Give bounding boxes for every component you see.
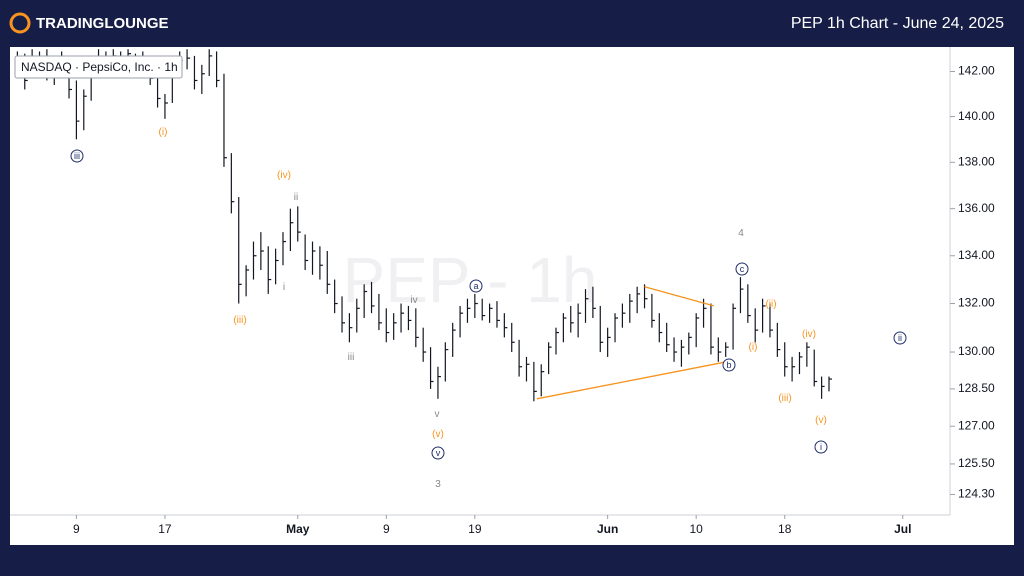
wave-label: (v) (815, 415, 827, 426)
wave-label: ii (898, 333, 902, 343)
wave-label: (v) (432, 429, 444, 440)
wave-label: v (435, 409, 440, 420)
y-tick-label: 124.30 (958, 487, 995, 501)
y-tick-label: 128.50 (958, 381, 995, 395)
logo: TRADINGLOUNGE (9, 12, 169, 34)
wave-label: (i) (749, 342, 758, 353)
wave-label: i (820, 442, 822, 452)
wave-label: (ii) (765, 299, 776, 310)
wave-label: v (436, 448, 441, 458)
x-tick-label: May (286, 522, 310, 536)
wave-circle (431, 446, 445, 460)
wave-label: i (283, 282, 285, 293)
x-tick-label: 10 (690, 522, 704, 536)
x-tick-label: 19 (468, 522, 482, 536)
chart-area (10, 47, 1014, 545)
wave-label: (iii) (778, 393, 791, 404)
trendline (644, 286, 715, 307)
x-tick-label: 17 (158, 522, 172, 536)
x-tick-label: Jul (894, 522, 911, 536)
wave-label: b (726, 360, 731, 370)
wave-label: c (740, 264, 745, 274)
y-tick-label: 136.00 (958, 201, 995, 215)
wave-circle (70, 149, 84, 163)
x-tick-label: 9 (73, 522, 80, 536)
logo-text: TRADINGLOUNGE (36, 15, 169, 32)
y-tick-label: 142.00 (958, 64, 995, 78)
plot (16, 49, 832, 402)
x-tick-label: 18 (778, 522, 792, 536)
wave-label: 4 (738, 228, 744, 239)
wave-label: ii (294, 192, 298, 203)
wave-circle (814, 440, 828, 454)
y-tick-label: 127.00 (958, 418, 995, 432)
watermark: PEP - 1h (343, 244, 598, 316)
y-tick-label: 125.50 (958, 456, 995, 470)
y-tick-label: 140.00 (958, 109, 995, 123)
legend-text: NASDAQ · PepsiCo, Inc. · 1h (21, 60, 178, 74)
wave-label: (iv) (277, 170, 291, 181)
wave-label: 3 (435, 479, 441, 490)
y-tick-label: 130.00 (958, 344, 995, 358)
wave-label: iv (410, 295, 417, 306)
legend-box (14, 55, 183, 79)
wave-label: iii (348, 352, 355, 363)
wave-circle (735, 262, 749, 276)
page-title: PEP 1h Chart - June 24, 2025 (791, 15, 1004, 32)
wave-label: (iv) (802, 329, 816, 340)
wave-label: iii (74, 151, 80, 161)
wave-circle (893, 331, 907, 345)
wave-label: a (473, 281, 478, 291)
wave-label: (i) (159, 127, 168, 138)
y-tick-label: 132.00 (958, 296, 995, 310)
trendline (536, 361, 727, 400)
wave-label: (iii) (233, 315, 246, 326)
wave-circle (722, 358, 736, 372)
x-tick-label: Jun (597, 522, 618, 536)
wave-circle (469, 279, 483, 293)
y-tick-label: 134.00 (958, 248, 995, 262)
y-tick-label: 138.00 (958, 154, 995, 168)
x-tick-label: 9 (383, 522, 390, 536)
